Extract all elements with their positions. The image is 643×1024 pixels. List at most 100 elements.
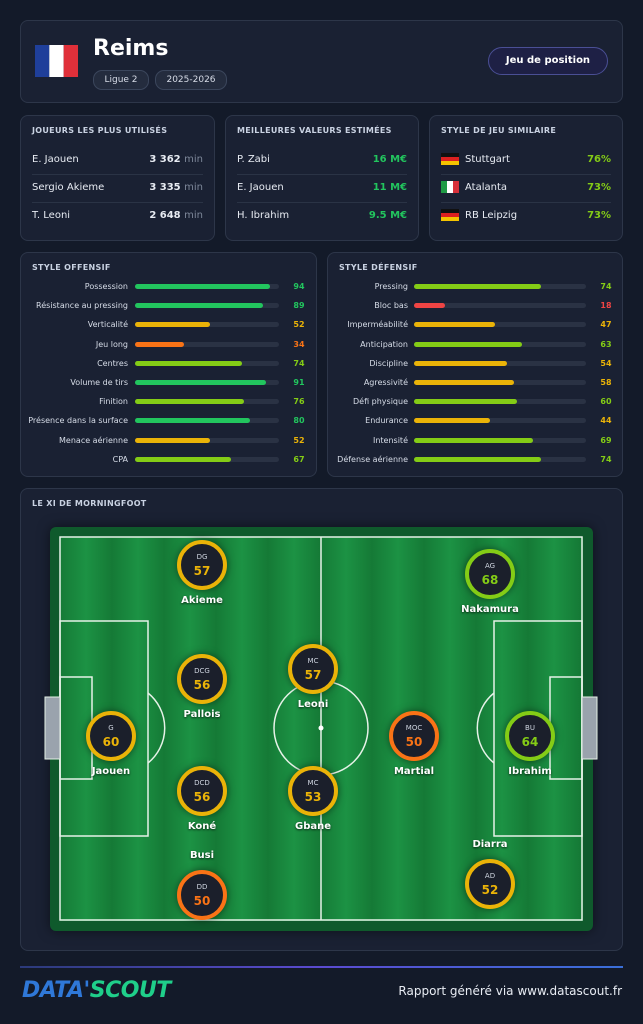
bar [135, 341, 184, 347]
stat-label: Pressing [374, 282, 408, 291]
row: Stuttgart 76% [441, 146, 611, 175]
bar-track [135, 399, 279, 405]
stat-label: Possession [84, 282, 128, 291]
flag-france [35, 45, 78, 77]
stat-label: Endurance [365, 416, 408, 426]
player-position: MC [307, 657, 319, 665]
bar [414, 380, 514, 385]
bar-track [135, 341, 279, 347]
card-title: STYLE OFFENSIF [32, 263, 111, 272]
footer-rule [20, 966, 623, 968]
stat-label: Résistance au pressing [36, 301, 128, 311]
bar [414, 322, 495, 328]
league-tag: Ligue 2 [93, 70, 149, 90]
player-rating: 50 [193, 894, 211, 908]
stat-value: 63 [600, 339, 612, 349]
stat-value: 47 [600, 320, 612, 330]
stat-value: 60 [600, 397, 612, 407]
logo-left: DATA' [22, 978, 90, 1003]
row: E. Jaouen 3 362 min [32, 146, 203, 175]
player-name: Ibrahim [508, 766, 552, 777]
stat-value: 94 [293, 282, 305, 291]
stat-value: 52 [293, 320, 305, 330]
player-badge: DG 57 [177, 540, 227, 590]
stat-value: 74 [600, 282, 612, 291]
stat-label: Bloc bas [374, 301, 408, 311]
bar-track [414, 456, 586, 462]
bar-track [414, 437, 586, 443]
player-rating: 57 [193, 564, 211, 578]
bar-track [414, 380, 586, 385]
card-title: JOUEURS LES PLUS UTILISÉS [32, 126, 168, 135]
bar [135, 380, 267, 385]
bar-track [414, 418, 586, 424]
player-badge: DD 50 [177, 870, 227, 920]
player-rating: 56 [193, 678, 211, 692]
unit: min [184, 154, 203, 165]
player-badge: AG 68 [465, 549, 515, 599]
bar-track [135, 437, 279, 443]
stat-label: Anticipation [360, 339, 408, 349]
bar [414, 341, 523, 347]
bar-track [135, 456, 279, 462]
player-position: AG [484, 562, 496, 570]
stat-value: 80 [293, 416, 305, 426]
flag-italy [441, 181, 459, 193]
most-used-card: JOUEURS LES PLUS UTILISÉS E. Jaouen 3 362… [20, 115, 215, 241]
bar [135, 437, 210, 443]
bar-track [414, 322, 586, 328]
player-rating: 68 [481, 573, 499, 587]
player-rating: 50 [405, 735, 423, 749]
flag-germany [441, 153, 459, 165]
bar [414, 437, 533, 443]
player-badge: DCG 56 [177, 654, 227, 704]
player-name: E. Jaouen [32, 154, 79, 165]
bar [414, 418, 490, 424]
minutes: 3 362 [149, 154, 181, 165]
market-value: 16 M€ [372, 154, 407, 165]
unit: min [184, 210, 203, 221]
footer-text: Rapport généré via www.datascout.fr [398, 984, 622, 998]
player-name: E. Jaouen [237, 182, 284, 193]
stat-value: 67 [293, 454, 305, 464]
player-badge: MC 57 [288, 644, 338, 694]
market-value: 11 M€ [372, 182, 407, 193]
player-name: P. Zabi [237, 154, 270, 165]
stat-label: Jeu long [95, 339, 128, 349]
style-button[interactable]: Jeu de position [488, 47, 608, 75]
player-name: Akieme [181, 595, 223, 606]
stat-label: Imperméabilité [347, 320, 408, 330]
bar [414, 303, 445, 309]
stat-value: 54 [600, 358, 612, 368]
bar [135, 399, 245, 405]
bar-track [414, 284, 586, 289]
bar-track [135, 380, 279, 385]
similar-style-card: STYLE DE JEU SIMILAIRE Stuttgart 76% Atal… [429, 115, 623, 241]
stat-value: 52 [293, 435, 305, 445]
stat-label: Volume de tirs [70, 378, 128, 387]
similarity: 73% [587, 210, 611, 221]
stat-label: Verticalité [87, 320, 128, 330]
card-title: MEILLEURES VALEURS ESTIMÉES [237, 126, 392, 135]
logo: DATA'SCOUT [22, 978, 171, 1003]
player-rating: 53 [304, 790, 322, 804]
player-rating: 52 [481, 883, 499, 897]
bar-track [135, 322, 279, 328]
bar [135, 303, 264, 309]
stat-value: 44 [600, 416, 612, 426]
player-position: AD [484, 872, 496, 880]
defensive-card: STYLE DÉFENSIF Pressing 74 Bloc bas 18 Imper… [327, 252, 623, 477]
row: Atalanta 73% [441, 174, 611, 203]
player-rating: 56 [193, 790, 211, 804]
similarity: 76% [587, 154, 611, 165]
player-name: T. Leoni [32, 210, 71, 221]
row: P. Zabi 16 M€ [237, 146, 407, 175]
logo-right: SCOUT [89, 978, 172, 1003]
card-title: LE XI DE MORNINGFOOT [32, 499, 147, 508]
player-name: Martial [393, 766, 434, 777]
stat-label: Agressivité [363, 378, 408, 387]
row: Sergio Akieme 3 335 min [32, 174, 203, 203]
player-name: Pallois [183, 709, 221, 720]
stat-label: Présence dans la surface [28, 416, 128, 426]
player-name: Busi [189, 850, 215, 861]
